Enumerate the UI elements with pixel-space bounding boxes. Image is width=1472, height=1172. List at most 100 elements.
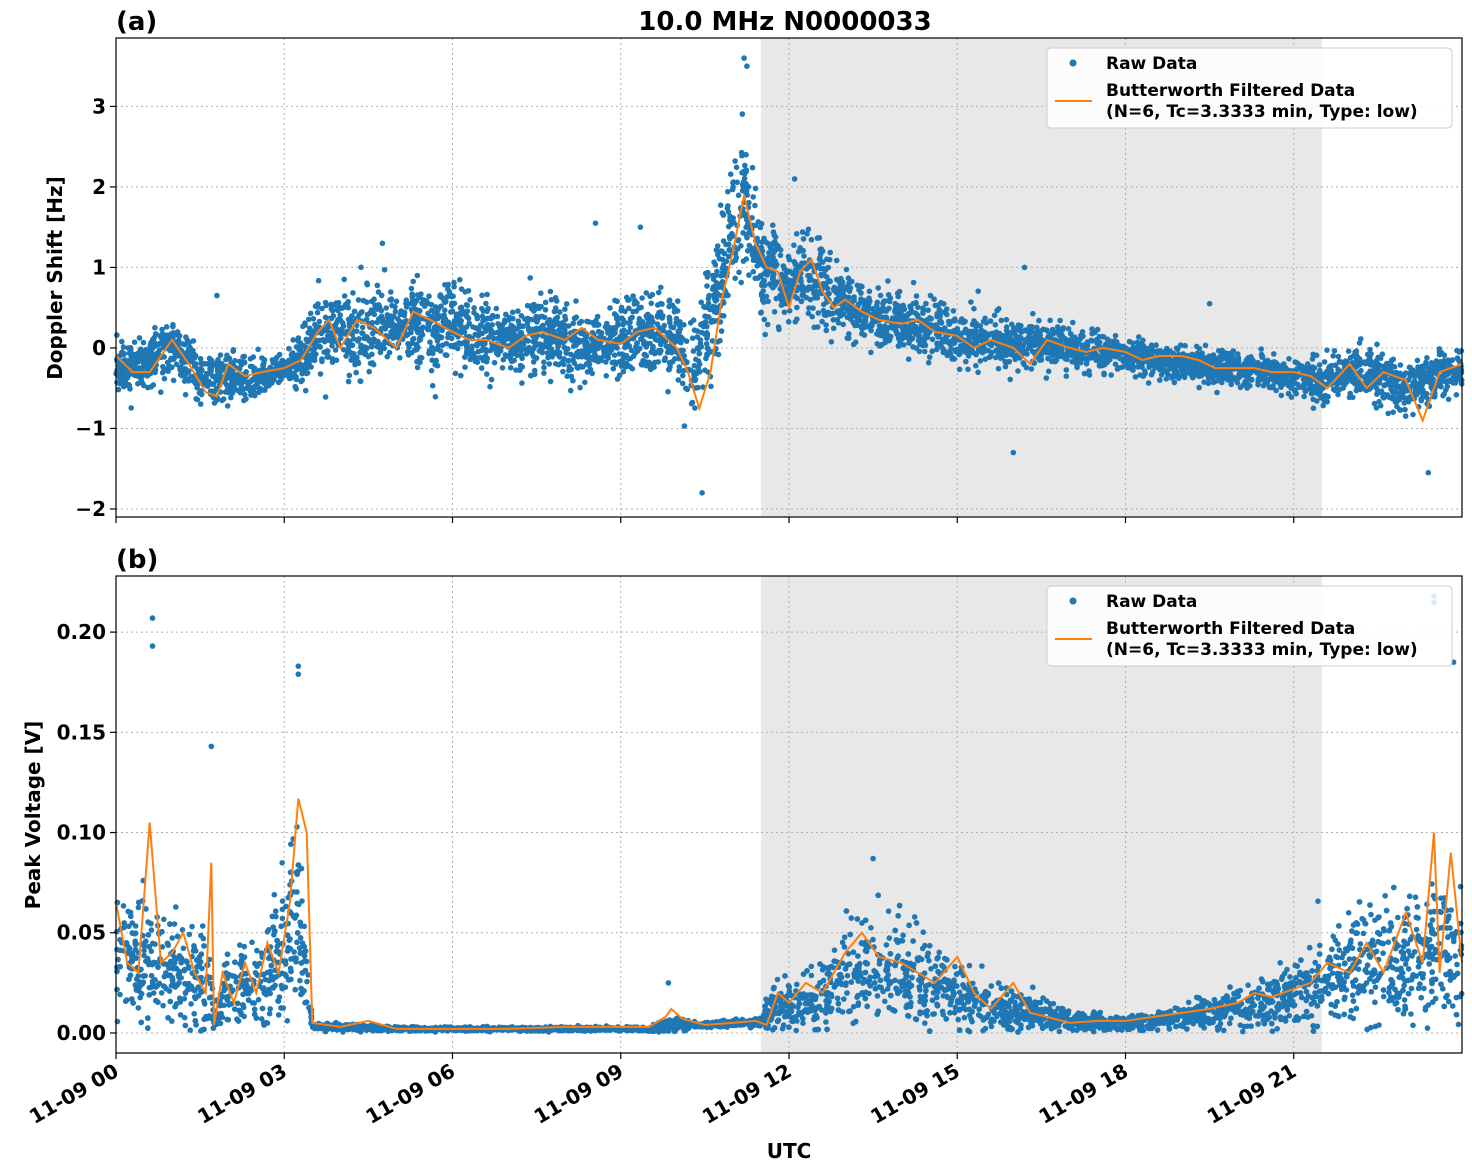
raw-data-point — [243, 396, 249, 402]
raw-data-point — [606, 350, 613, 357]
raw-data-point — [824, 256, 830, 263]
raw-data-point — [850, 341, 857, 348]
raw-data-point — [825, 264, 831, 271]
raw-data-point — [792, 319, 799, 325]
raw-data-point — [499, 365, 506, 371]
raw-data-point — [800, 236, 807, 242]
raw-data-point — [1177, 372, 1184, 379]
raw-data-point — [1036, 317, 1042, 324]
raw-data-point — [676, 329, 682, 336]
raw-data-point — [1228, 381, 1234, 388]
raw-data-point — [330, 302, 337, 308]
raw-data-point — [705, 295, 712, 302]
raw-data-point — [262, 387, 268, 393]
raw-data-point — [576, 320, 583, 326]
raw-data-point — [1199, 352, 1205, 359]
raw-data-point — [346, 372, 353, 379]
raw-data-point — [613, 337, 620, 343]
raw-data-point — [1114, 366, 1121, 372]
raw-data-point — [137, 346, 144, 353]
raw-data-point — [1020, 360, 1026, 366]
raw-data-point — [442, 316, 449, 323]
raw-data-point — [369, 330, 376, 337]
raw-data-point — [714, 243, 721, 249]
raw-data-point — [495, 351, 501, 358]
raw-data-point — [494, 313, 501, 320]
raw-data-point — [1063, 367, 1070, 373]
raw-data-point — [717, 273, 724, 279]
raw-data-point — [762, 331, 768, 338]
raw-data-point — [393, 298, 400, 305]
raw-data-point — [693, 356, 699, 363]
raw-data-point — [806, 305, 812, 311]
raw-data-point — [1206, 353, 1212, 360]
raw-data-point — [491, 335, 497, 342]
raw-data-point — [1100, 350, 1107, 357]
raw-data-point — [1437, 359, 1444, 365]
raw-data-point — [114, 332, 120, 338]
raw-data-point — [1246, 375, 1253, 382]
raw-data-point — [997, 355, 1004, 361]
raw-data-point — [1397, 362, 1404, 368]
raw-data-point — [944, 311, 950, 318]
raw-data-point — [749, 164, 756, 171]
raw-data-point — [977, 358, 984, 364]
raw-data-point — [694, 334, 701, 340]
raw-data-point — [910, 279, 917, 286]
raw-data-point — [816, 235, 823, 241]
raw-data-point — [261, 357, 268, 363]
raw-data-point — [727, 235, 733, 242]
raw-data-point — [950, 308, 957, 314]
raw-data-point — [317, 371, 324, 377]
raw-data-point — [636, 305, 642, 311]
raw-data-point — [824, 285, 831, 292]
raw-data-point — [499, 323, 506, 330]
raw-data-point — [750, 268, 757, 275]
raw-data-point — [560, 322, 566, 329]
raw-data-point — [427, 348, 434, 354]
raw-data-point — [658, 347, 664, 354]
raw-data-point — [1375, 388, 1381, 395]
raw-data-point — [651, 332, 657, 339]
raw-data-point — [680, 372, 686, 379]
raw-data-point — [198, 366, 205, 373]
raw-data-point — [1301, 393, 1307, 400]
raw-data-point — [415, 320, 422, 326]
raw-data-point — [1112, 361, 1119, 368]
raw-data-point — [833, 257, 840, 264]
raw-data-point — [929, 348, 935, 355]
raw-data-point — [358, 264, 364, 271]
raw-data-point — [123, 382, 129, 389]
raw-data-point — [894, 314, 900, 320]
raw-data-point — [355, 358, 361, 365]
raw-data-point — [708, 383, 714, 390]
raw-data-point — [758, 244, 765, 251]
raw-data-point — [1458, 348, 1465, 354]
raw-data-point — [926, 354, 933, 360]
raw-data-point — [611, 352, 618, 359]
raw-data-point — [268, 373, 275, 380]
raw-data-point — [493, 305, 500, 312]
raw-data-point — [1376, 398, 1382, 405]
raw-data-point — [1335, 353, 1342, 360]
raw-data-point — [609, 359, 616, 366]
raw-data-point — [846, 331, 852, 337]
raw-data-point — [874, 341, 880, 347]
raw-data-point — [866, 288, 873, 295]
raw-data-point — [925, 307, 931, 314]
raw-data-point — [406, 344, 412, 351]
raw-data-point — [1093, 357, 1099, 364]
raw-data-point — [511, 357, 517, 364]
raw-data-point — [744, 234, 750, 241]
raw-data-point — [207, 363, 214, 369]
raw-data-point — [1364, 351, 1371, 358]
raw-data-point — [201, 360, 207, 367]
raw-data-point — [547, 288, 554, 295]
raw-data-point — [190, 378, 197, 385]
raw-data-point — [691, 327, 698, 334]
raw-data-point — [247, 356, 254, 362]
raw-data-point — [683, 338, 690, 345]
raw-data-point — [972, 339, 978, 345]
raw-data-point — [760, 288, 766, 294]
raw-data-point — [157, 333, 164, 340]
